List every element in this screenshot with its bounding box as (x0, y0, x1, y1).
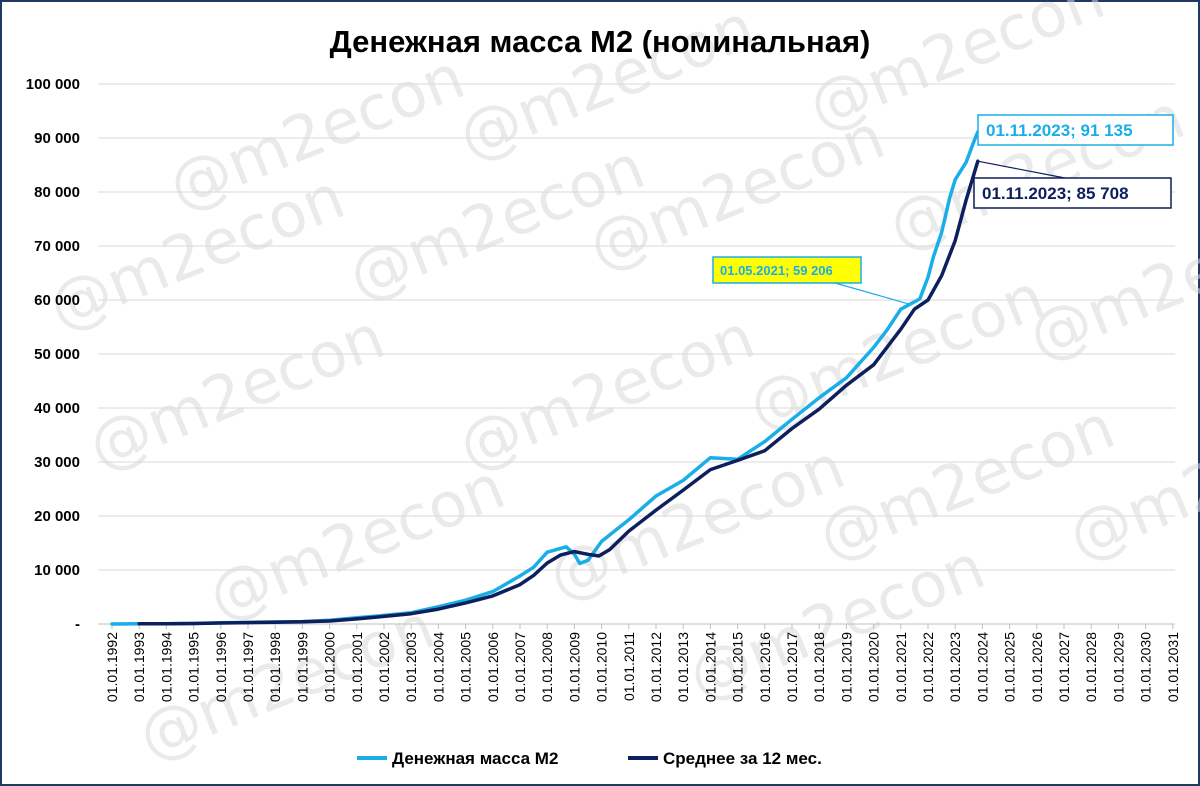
annotation-label: 01.05.2021; 59 206 (720, 263, 833, 278)
watermark-text: @m2econ (878, 80, 1194, 264)
x-tick-label: 01.01.1992 (104, 632, 120, 702)
y-tick-label: 70 000 (34, 238, 80, 255)
watermark-text: @m2econ (538, 430, 854, 614)
annotation-box (973, 177, 1172, 209)
watermark-text: @m2econ (78, 300, 394, 484)
watermark-text: @m2econ (198, 450, 514, 634)
x-tick-label: 01.01.2000 (322, 632, 338, 702)
y-axis: - 10 000 20 000 30 000 40 000 50 000 60 000 70 … (26, 76, 80, 633)
x-tick-label: 01.01.2018 (811, 632, 827, 702)
chart-title: Денежная масса М2 (номинальная) (330, 24, 871, 59)
x-tick-label: 01.01.2003 (403, 632, 419, 702)
y-tick-label: 60 000 (34, 292, 80, 309)
watermark-text: @m2econ (738, 260, 1054, 444)
x-tick-label: 01.01.2014 (702, 632, 718, 702)
y-tick-label: 20 000 (34, 508, 80, 525)
annotation-box (712, 256, 862, 284)
y-tick-label: 50 000 (34, 346, 80, 363)
y-tick-label: 30 000 (34, 454, 80, 471)
x-tick-label: 01.01.2022 (920, 632, 936, 702)
x-tick-label: 01.01.2005 (458, 632, 474, 702)
annotation-leader (977, 160, 1066, 179)
x-tick-label: 01.01.2002 (376, 632, 392, 702)
annotation-label: 01.11.2023; 85 708 (982, 184, 1129, 203)
x-tick-label: 01.01.2008 (539, 632, 555, 702)
legend-label-avg: Среднее за 12 мес. (663, 749, 822, 768)
x-axis: 01.01.1992 01.01.1993 01.01.1994 01.01.1995… (104, 624, 1181, 702)
watermark-text: @m2econ (1018, 190, 1200, 374)
x-tick-label: 01.01.2009 (566, 632, 582, 702)
x-tick-label: 01.01.1998 (267, 632, 283, 702)
annotation-layer: 01.11.2023; 91 135 01.11.2023; 85 708 01.0… (712, 114, 1174, 305)
x-tick-label: 01.01.2024 (974, 632, 990, 702)
x-tick-label: 01.01.2023 (947, 632, 963, 702)
x-tick-label: 01.01.2031 (1165, 632, 1181, 702)
y-tick-label: 80 000 (34, 184, 80, 201)
y-tick-label: - (75, 616, 80, 633)
x-tick-label: 01.01.2001 (349, 632, 365, 702)
x-tick-label: 01.01.2013 (675, 632, 691, 702)
x-tick-label: 01.01.2004 (430, 632, 446, 702)
annotation-label: 01.11.2023; 91 135 (986, 121, 1133, 140)
x-tick-label: 01.01.2019 (838, 632, 854, 702)
x-tick-label: 01.01.2011 (621, 632, 637, 701)
x-tick-label: 01.01.2028 (1083, 632, 1099, 702)
x-tick-label: 01.01.2029 (1110, 632, 1126, 702)
series-layer (110, 130, 980, 626)
y-tick-label: 10 000 (34, 562, 80, 579)
x-tick-label: 01.01.2007 (512, 632, 528, 702)
legend: Денежная масса М2 Среднее за 12 мес. (357, 749, 822, 768)
x-tick-label: 01.01.2010 (594, 632, 610, 702)
series-line-2 (137, 159, 980, 626)
x-tick-label: 01.01.2030 (1138, 632, 1154, 702)
annotation-leader (834, 282, 910, 305)
x-tick-label: 01.01.1993 (131, 632, 147, 702)
y-tick-label: 40 000 (34, 400, 80, 417)
x-tick-label: 01.01.2017 (784, 632, 800, 702)
x-tick-label: 01.01.1996 (213, 632, 229, 702)
x-tick-label: 01.01.1997 (240, 632, 256, 702)
watermark-text: @m2econ (128, 590, 444, 774)
x-tick-label: 01.01.2020 (866, 632, 882, 702)
x-tick-label: 01.01.1999 (294, 632, 310, 702)
x-tick-label: 01.01.2026 (1029, 632, 1045, 702)
x-tick-label: 01.01.2025 (1002, 632, 1018, 702)
x-tick-label: 01.01.2015 (730, 632, 746, 702)
x-tick-label: 01.01.2021 (893, 632, 909, 702)
watermark-text: @m2econ (448, 300, 764, 484)
annotation-box (977, 114, 1174, 146)
x-tick-label: 01.01.1995 (186, 632, 202, 702)
y-tick-label: 100 000 (26, 76, 80, 93)
y-tick-label: 90 000 (34, 130, 80, 147)
legend-label-m2: Денежная масса М2 (392, 749, 558, 768)
x-tick-label: 01.01.2006 (485, 632, 501, 702)
x-tick-label: 01.01.2027 (1056, 632, 1072, 702)
x-tick-label: 01.01.2016 (757, 632, 773, 702)
x-tick-label: 01.01.1994 (158, 632, 174, 702)
x-tick-label: 01.01.2012 (648, 632, 664, 702)
